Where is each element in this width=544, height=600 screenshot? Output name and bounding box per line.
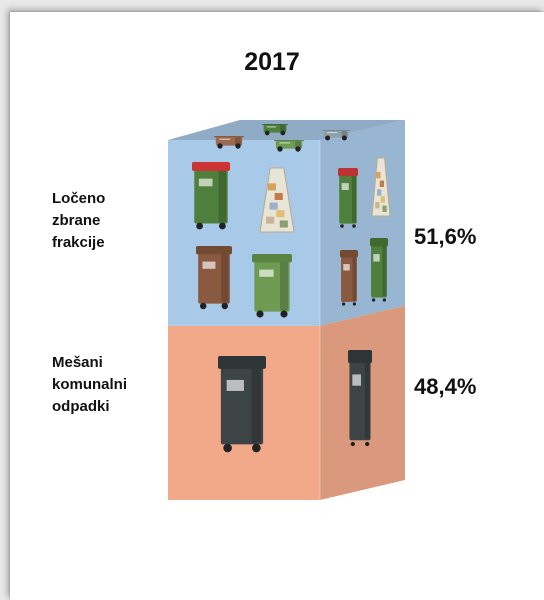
value-label-separated: 51,6% (414, 224, 477, 249)
category-label-mixed: Mešani komunalni odpadki (52, 352, 172, 418)
category-label-line: Mešani (52, 354, 103, 371)
green-waste-bin-icon (338, 168, 358, 228)
category-label-line: frakcije (52, 234, 105, 251)
black-waste-bin-icon (218, 356, 266, 453)
category-label-line: zbrane (52, 212, 101, 229)
cube-top-face (168, 120, 405, 140)
packaging-bag-icon (322, 130, 350, 141)
brown-waste-bin-icon (196, 246, 232, 310)
category-label-line: komunalni (52, 376, 128, 393)
category-label-line: Ločeno (52, 190, 106, 207)
green-waste-bin-icon (262, 124, 288, 136)
green-waste-bin-icon (370, 238, 388, 302)
green-waste-bin-icon (252, 254, 292, 318)
chart-title: 2017 (244, 48, 300, 76)
bar-front-face (168, 140, 320, 326)
packaging-bag-icon (371, 157, 391, 217)
green-waste-bin-icon (192, 162, 230, 230)
brown-waste-bin-icon (214, 136, 244, 149)
brown-waste-bin-icon (340, 250, 358, 306)
packaging-bag-icon (259, 167, 295, 233)
category-label-line: odpadki (52, 398, 110, 415)
value-label-mixed: 48,4% (414, 374, 477, 399)
bar-side-face (320, 120, 405, 326)
green-waste-bin-icon (274, 140, 304, 152)
category-label-separated: Ločeno zbrane frakcije (52, 188, 172, 254)
black-waste-bin-icon (348, 350, 372, 447)
